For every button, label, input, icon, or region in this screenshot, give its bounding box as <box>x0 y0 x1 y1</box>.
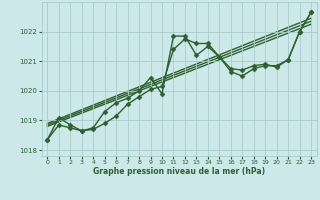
X-axis label: Graphe pression niveau de la mer (hPa): Graphe pression niveau de la mer (hPa) <box>93 167 265 176</box>
